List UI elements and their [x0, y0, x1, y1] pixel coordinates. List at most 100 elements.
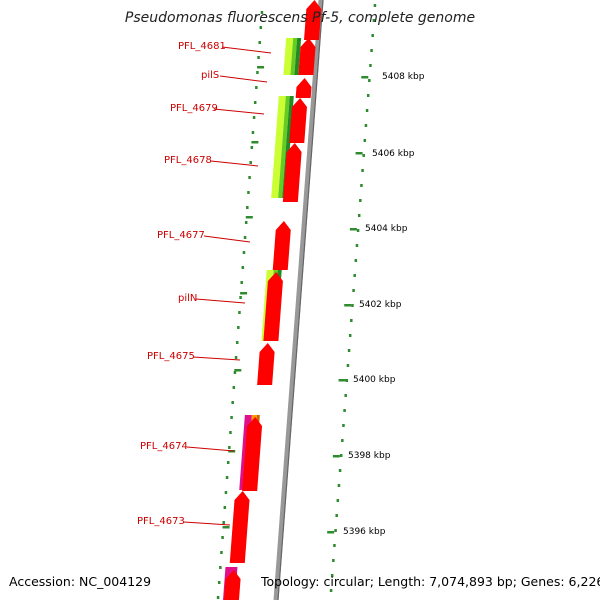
leader-line — [183, 521, 231, 526]
tick-mark — [362, 154, 365, 157]
map-title: Pseudomonas fluorescens Pf-5, complete g… — [0, 10, 600, 26]
feature-block-light — [271, 96, 286, 198]
tick-mark — [228, 446, 231, 449]
tick-mark — [257, 56, 260, 59]
feature-block-mid — [278, 96, 290, 198]
tick-mark — [356, 229, 360, 232]
tick-mark — [234, 356, 238, 359]
leader-line — [203, 235, 251, 243]
major-tick — [332, 455, 340, 458]
tick-mark — [344, 394, 347, 397]
tick-mark — [347, 349, 351, 352]
tick-mark — [332, 559, 335, 562]
tick-mark — [237, 326, 240, 329]
scale-label: 5396 kbp — [343, 527, 386, 537]
tick-mark — [348, 334, 352, 337]
gene-arrow-pfl-4679 — [289, 98, 307, 143]
backbone — [273, 0, 324, 601]
tick-mark — [361, 169, 364, 172]
gene-arrow-pfl-4678 — [282, 143, 302, 202]
gene-label-piln[interactable]: pilN — [178, 293, 198, 304]
tick-mark — [335, 514, 338, 517]
tick-mark — [231, 401, 234, 404]
scale-label: 5408 kbp — [382, 72, 425, 82]
tick-mark — [369, 64, 372, 67]
gene-label-pfl-4674[interactable]: PFL_4674 — [140, 441, 188, 452]
gene-label-pfl-4677[interactable]: PFL_4677 — [157, 230, 205, 241]
tick-mark — [355, 244, 359, 247]
tick-mark — [363, 139, 367, 142]
leader-line — [213, 108, 265, 115]
tick-mark — [240, 281, 243, 284]
major-tick — [355, 152, 363, 155]
gene-arrow-pfl-4681 — [298, 38, 316, 75]
gene-arrow-pils — [295, 78, 312, 98]
feature-block-dark — [282, 96, 294, 198]
gene-label-pfl-4681[interactable]: PFL_4681 — [178, 41, 226, 52]
tick-mark — [229, 431, 232, 434]
tick-mark — [248, 176, 251, 179]
tick-mark — [216, 596, 220, 599]
gene-arrow-bottom — [224, 570, 241, 600]
backbone-edge — [277, 0, 324, 601]
tick-mark — [255, 86, 258, 89]
tick-mark — [373, 4, 377, 7]
tick-mark — [226, 461, 230, 464]
tick-mark — [353, 274, 356, 277]
leader-line — [192, 356, 241, 361]
scale-label: 5404 kbp — [365, 224, 408, 234]
gene-arrow-pfl-4674 — [242, 417, 263, 491]
gene-label-pfl-4673[interactable]: PFL_4673 — [137, 516, 185, 527]
tick-mark — [345, 379, 349, 382]
tick-mark — [334, 529, 337, 532]
map-title-text: Pseudomonas fluorescens Pf-5, complete g… — [124, 10, 476, 26]
tick-mark — [360, 184, 363, 187]
feature-block-mid — [290, 38, 298, 75]
tick-mark — [223, 506, 227, 509]
gene-arrow-pfl-4675 — [257, 343, 275, 385]
tick-mark — [239, 296, 242, 299]
major-tick — [327, 531, 335, 534]
tick-mark — [343, 409, 346, 412]
leader-line — [219, 75, 268, 83]
tick-mark — [256, 71, 259, 74]
tick-mark — [330, 574, 334, 577]
leader-line — [195, 298, 246, 304]
scale-label: 5406 kbp — [372, 149, 415, 159]
tick-mark — [329, 589, 333, 592]
gene-label-pils[interactable]: pilS — [201, 70, 220, 81]
feature-block-dark — [294, 38, 302, 75]
tick-mark — [351, 304, 354, 307]
label-leader-lines — [183, 46, 272, 526]
tick-mark — [336, 499, 340, 502]
gene-arrow-pfl-4677 — [272, 221, 291, 270]
tick-mark — [243, 236, 247, 239]
tick-mark — [359, 199, 362, 202]
tick-mark — [354, 259, 358, 262]
tick-mark — [242, 251, 246, 254]
tick-mark — [372, 19, 376, 22]
tick-mark — [370, 49, 373, 52]
tick-mark — [232, 386, 236, 389]
tick-mark — [364, 124, 368, 127]
tick-mark — [337, 484, 341, 487]
tick-mark — [222, 521, 225, 524]
gene-label-pfl-4679[interactable]: PFL_4679 — [170, 103, 218, 114]
tick-mark — [221, 536, 224, 539]
tick-mark — [371, 34, 374, 37]
topology-text: Topology: circular; Length: 7,074,893 bp… — [261, 574, 600, 589]
gene-label-pfl-4678[interactable]: PFL_4678 — [164, 155, 212, 166]
major-tick — [234, 369, 242, 372]
tick-mark — [341, 439, 344, 442]
tick-mark — [333, 544, 336, 547]
tick-mark — [225, 476, 229, 479]
tick-mark — [247, 191, 250, 194]
major-tick — [240, 292, 248, 295]
tick-mark — [350, 319, 353, 322]
tick-mark — [238, 311, 241, 314]
tick-mark — [230, 416, 233, 419]
gene-label-pfl-4675[interactable]: PFL_4675 — [147, 351, 195, 362]
scale-label: 5400 kbp — [353, 375, 396, 385]
accession-text: Accession: NC_004129 — [9, 574, 152, 589]
